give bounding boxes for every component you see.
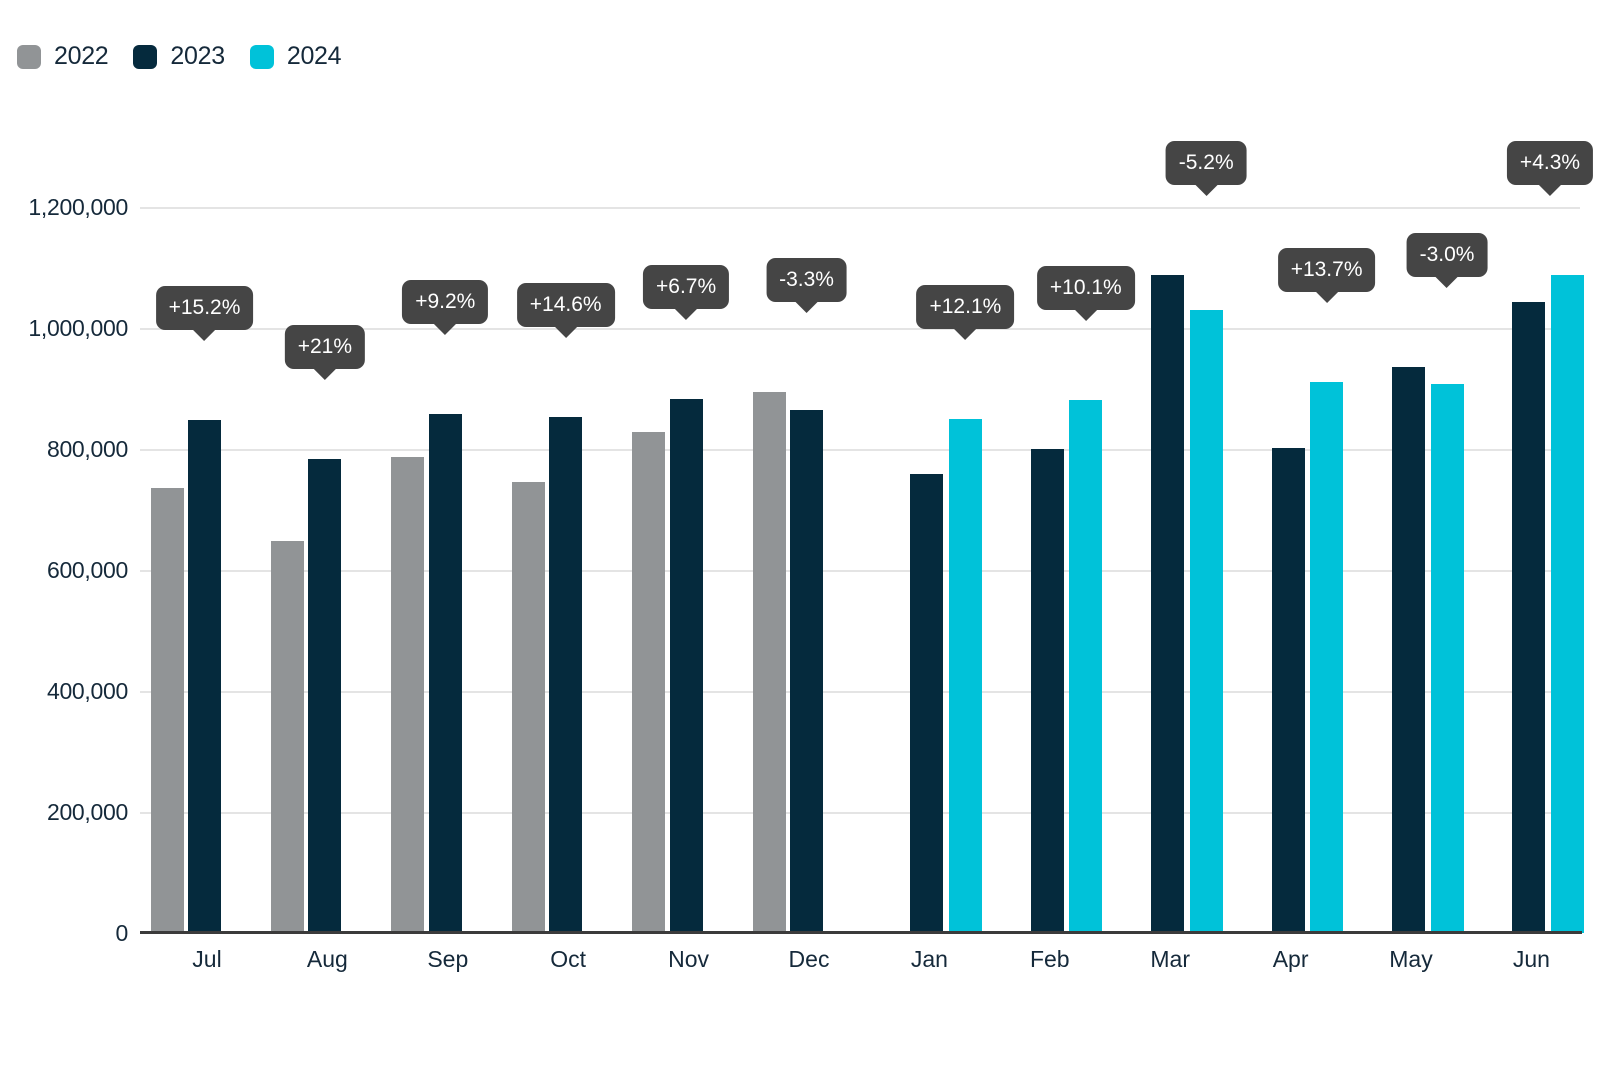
bar-2023-apr [1271,448,1305,933]
legend-swatch-2023 [133,44,158,69]
bar-2023-dec [790,409,823,933]
pct-change-label: +12.1% [929,294,1002,318]
bar-2023-oct [549,416,583,933]
x-axis-label-feb: Feb [1029,946,1070,972]
pct-change-badge-jun: +4.3% [1506,140,1594,185]
y-axis-tick-label: 400,000 [46,678,128,704]
pct-change-label: -5.2% [1178,151,1234,175]
x-axis-label-jan: Jan [910,946,948,972]
x-axis-label-jun: Jun [1512,946,1550,972]
pct-change-label: +9.2% [415,289,476,313]
pct-change-badge-dec: -3.3% [766,258,847,303]
legend-item-2024: 2024 [249,42,342,71]
pct-change-badge-jan: +12.1% [916,284,1015,329]
bar-2022-jul [150,488,184,933]
bar-2022-sep [391,457,425,933]
pct-change-label: +6.7% [656,274,717,298]
pct-change-label: +13.7% [1290,257,1363,281]
x-axis-label-jul: Jul [192,946,222,972]
gridline-200000 [140,812,1580,814]
bar-2023-aug [308,458,342,933]
pct-change-badge-aug: +21% [284,324,366,369]
bar-2024-jan [948,418,982,933]
bar-2022-nov [632,432,666,933]
x-axis-label-oct: Oct [550,946,587,972]
x-axis-label-may: May [1389,946,1433,972]
bar-2022-dec [752,392,786,933]
pct-change-badge-sep: +9.2% [402,279,489,324]
legend-item-2023: 2023 [133,42,225,71]
y-axis-tick-label: 1,200,000 [28,194,128,220]
bar-2024-jun [1550,274,1584,933]
x-axis-label-dec: Dec [788,946,830,972]
pct-change-badge-oct: +14.6% [516,282,615,327]
pct-change-badge-feb: +10.1% [1036,265,1135,310]
pct-change-badge-apr: +13.7% [1277,247,1376,292]
bar-2023-jul [188,419,221,933]
x-axis-label-aug: Aug [306,946,348,972]
bar-2022-oct [511,482,545,933]
pct-change-badge-mar: -5.2% [1165,141,1247,186]
pct-change-label: +4.3% [1519,150,1581,174]
y-axis-tick-label: 200,000 [46,799,128,825]
bar-2023-jan [910,474,944,933]
legend-swatch-2022 [17,44,41,69]
chart-legend: 2022 2023 2024 [17,42,342,71]
pct-change-badge-jul: +15.2% [155,285,254,330]
pct-change-label: +14.6% [529,292,602,316]
pct-change-label: +15.2% [168,295,241,319]
bar-2024-may [1430,383,1464,933]
gridline-600000 [140,570,1580,572]
y-axis-tick-label: 600,000 [46,557,128,583]
legend-label-2023: 2023 [170,42,225,70]
x-axis-line [140,931,1582,934]
pct-change-badge-nov: +6.7% [643,264,730,309]
legend-label-2024: 2024 [286,42,342,70]
bar-2023-jun [1512,301,1546,933]
bar-2023-may [1392,366,1425,933]
x-axis-label-sep: Sep [427,946,469,972]
bar-2024-apr [1310,381,1344,933]
bar-2024-feb [1069,399,1103,933]
gridline-400000 [140,691,1580,693]
pct-change-badge-may: -3.0% [1406,232,1488,277]
bar-2023-nov [669,398,703,933]
x-axis-label-mar: Mar [1150,946,1190,972]
x-axis-label-nov: Nov [668,946,710,972]
bar-2023-sep [428,413,462,933]
legend-label-2022: 2022 [54,42,109,70]
y-axis-tick-label: 1,000,000 [28,315,128,341]
gridline-1000000 [140,328,1580,330]
bar-2023-feb [1030,449,1064,933]
legend-swatch-2024 [249,44,274,69]
pct-change-label: +10.1% [1049,275,1122,299]
y-axis-tick-label: 800,000 [46,436,128,462]
gridline-1200000 [140,207,1580,209]
pct-change-label: -3.3% [779,268,834,292]
bar-2022-aug [270,540,304,933]
bar-2024-mar [1189,309,1223,933]
pct-change-label: +21% [297,334,353,358]
y-axis-tick-label: 0 [115,920,129,946]
pct-change-label: -3.0% [1419,242,1475,266]
bar-2023-mar [1151,275,1185,933]
x-axis-label-apr: Apr [1272,946,1309,972]
legend-item-2022: 2022 [17,42,109,71]
gridline-800000 [140,449,1580,451]
